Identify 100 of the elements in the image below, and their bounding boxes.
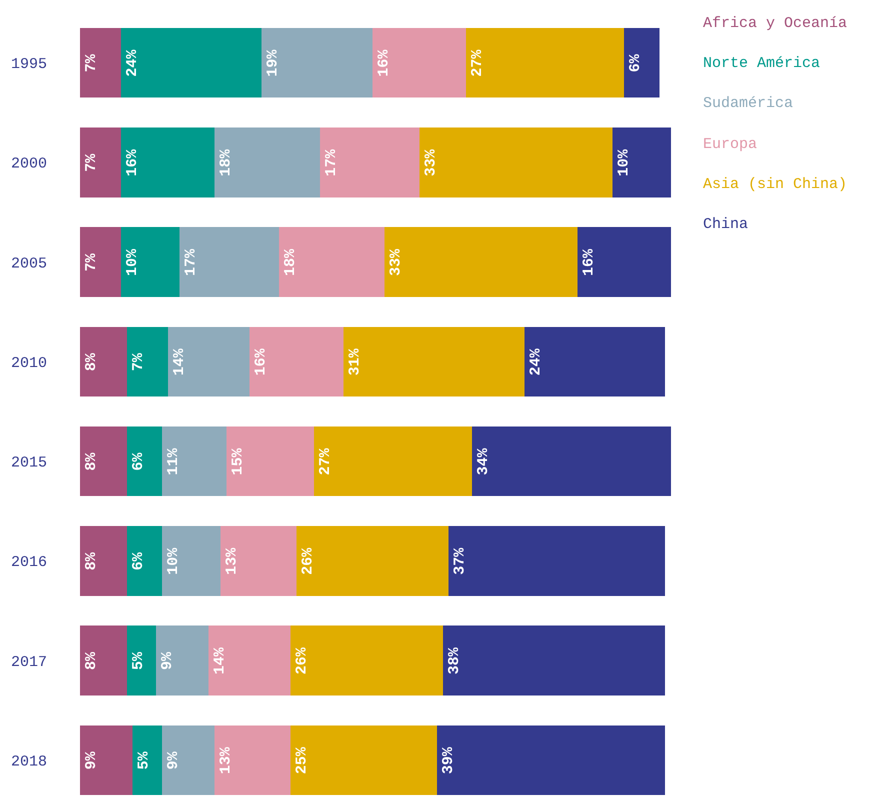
data-label: 33%	[387, 248, 404, 276]
data-label: 37%	[452, 546, 469, 575]
bar	[278, 227, 384, 297]
bar	[290, 725, 437, 796]
bar	[80, 626, 127, 696]
data-label: 9%	[159, 651, 176, 670]
bar	[156, 626, 209, 696]
bar	[577, 227, 671, 297]
data-label: 14%	[170, 348, 188, 376]
data-label: 11%	[164, 447, 182, 476]
bar	[126, 426, 162, 496]
data-label: 10%	[615, 148, 632, 176]
data-label: 39%	[440, 746, 457, 774]
text: Norte América	[703, 55, 820, 72]
data-label: 7%	[83, 152, 100, 172]
y-tick-label: 2005	[10, 255, 47, 272]
text: Europa	[703, 136, 758, 153]
y-tick-label: 2016	[10, 554, 47, 572]
data-label: 17%	[322, 148, 340, 176]
data-label: 25%	[294, 746, 311, 774]
bar	[162, 526, 220, 596]
bar	[436, 725, 666, 796]
bar	[472, 426, 671, 496]
bar	[419, 128, 612, 198]
data-label: 6%	[130, 452, 147, 471]
bar	[384, 227, 578, 297]
text: Sudamérica	[703, 95, 794, 112]
text: Asia (sin China)	[703, 176, 848, 193]
bar	[214, 725, 291, 796]
bar	[80, 326, 127, 397]
bar	[372, 28, 466, 98]
data-label: 10%	[124, 248, 141, 276]
bar	[214, 128, 320, 198]
bar	[466, 28, 624, 98]
bar	[120, 128, 215, 198]
data-label: 8%	[83, 452, 100, 471]
data-label: 15%	[229, 447, 246, 476]
data-label: 27%	[317, 447, 334, 476]
data-label: 16%	[580, 248, 598, 276]
data-label: 16%	[376, 48, 393, 77]
data-label: 7%	[83, 252, 100, 272]
data-label: 27%	[469, 48, 486, 77]
bar	[208, 626, 291, 696]
data-label: 24%	[528, 348, 545, 376]
bar	[168, 326, 250, 397]
bar	[80, 526, 127, 596]
bar	[126, 526, 162, 596]
data-label: 7%	[130, 352, 147, 372]
bar	[132, 725, 162, 796]
data-label: 13%	[218, 746, 235, 774]
data-label: 7%	[83, 53, 100, 72]
bar	[126, 326, 168, 397]
data-label: 14%	[212, 646, 229, 675]
data-label: 19%	[264, 48, 282, 77]
bar	[320, 128, 420, 198]
data-label: 17%	[182, 248, 200, 276]
data-label: 9%	[164, 750, 182, 770]
text: China	[703, 216, 748, 233]
y-tick-label: 2010	[10, 354, 47, 372]
y-tick-label: 2000	[10, 156, 47, 173]
y-tick-label: 2015	[10, 454, 47, 472]
bar	[80, 28, 121, 98]
y-tick-label: 1995	[10, 56, 47, 74]
bar	[226, 426, 314, 496]
data-label: 6%	[627, 53, 644, 72]
data-label: 5%	[130, 651, 147, 670]
data-label: 8%	[83, 352, 100, 372]
bar	[612, 128, 671, 198]
bar	[343, 326, 525, 397]
data-label: 38%	[446, 646, 463, 675]
bar	[80, 426, 127, 496]
bar	[624, 28, 660, 98]
y-tick-label: 2018	[10, 753, 47, 770]
data-label: 13%	[223, 546, 240, 575]
bar	[179, 227, 279, 297]
bar	[126, 626, 156, 696]
bar	[80, 725, 133, 796]
bar	[314, 426, 472, 496]
data-label: 33%	[422, 148, 440, 176]
data-label: 18%	[282, 248, 299, 276]
bar	[120, 227, 180, 297]
data-label: 9%	[83, 750, 100, 770]
data-label: 16%	[124, 148, 141, 176]
bar	[162, 426, 226, 496]
data-label: 16%	[252, 348, 270, 376]
bar	[80, 227, 121, 297]
data-label: 26%	[300, 546, 316, 575]
data-label: 8%	[83, 551, 100, 570]
bar	[524, 326, 666, 397]
data-label: 10%	[164, 546, 182, 575]
data-label: 26%	[294, 646, 311, 675]
data-label: 18%	[218, 148, 235, 176]
y-tick-label: 2017	[10, 654, 47, 671]
data-label: 5%	[136, 750, 153, 770]
data-label: 34%	[475, 447, 492, 476]
bar	[448, 526, 666, 596]
bar	[120, 28, 262, 98]
bar	[442, 626, 666, 696]
bar	[296, 526, 449, 596]
data-label: 6%	[130, 551, 147, 570]
